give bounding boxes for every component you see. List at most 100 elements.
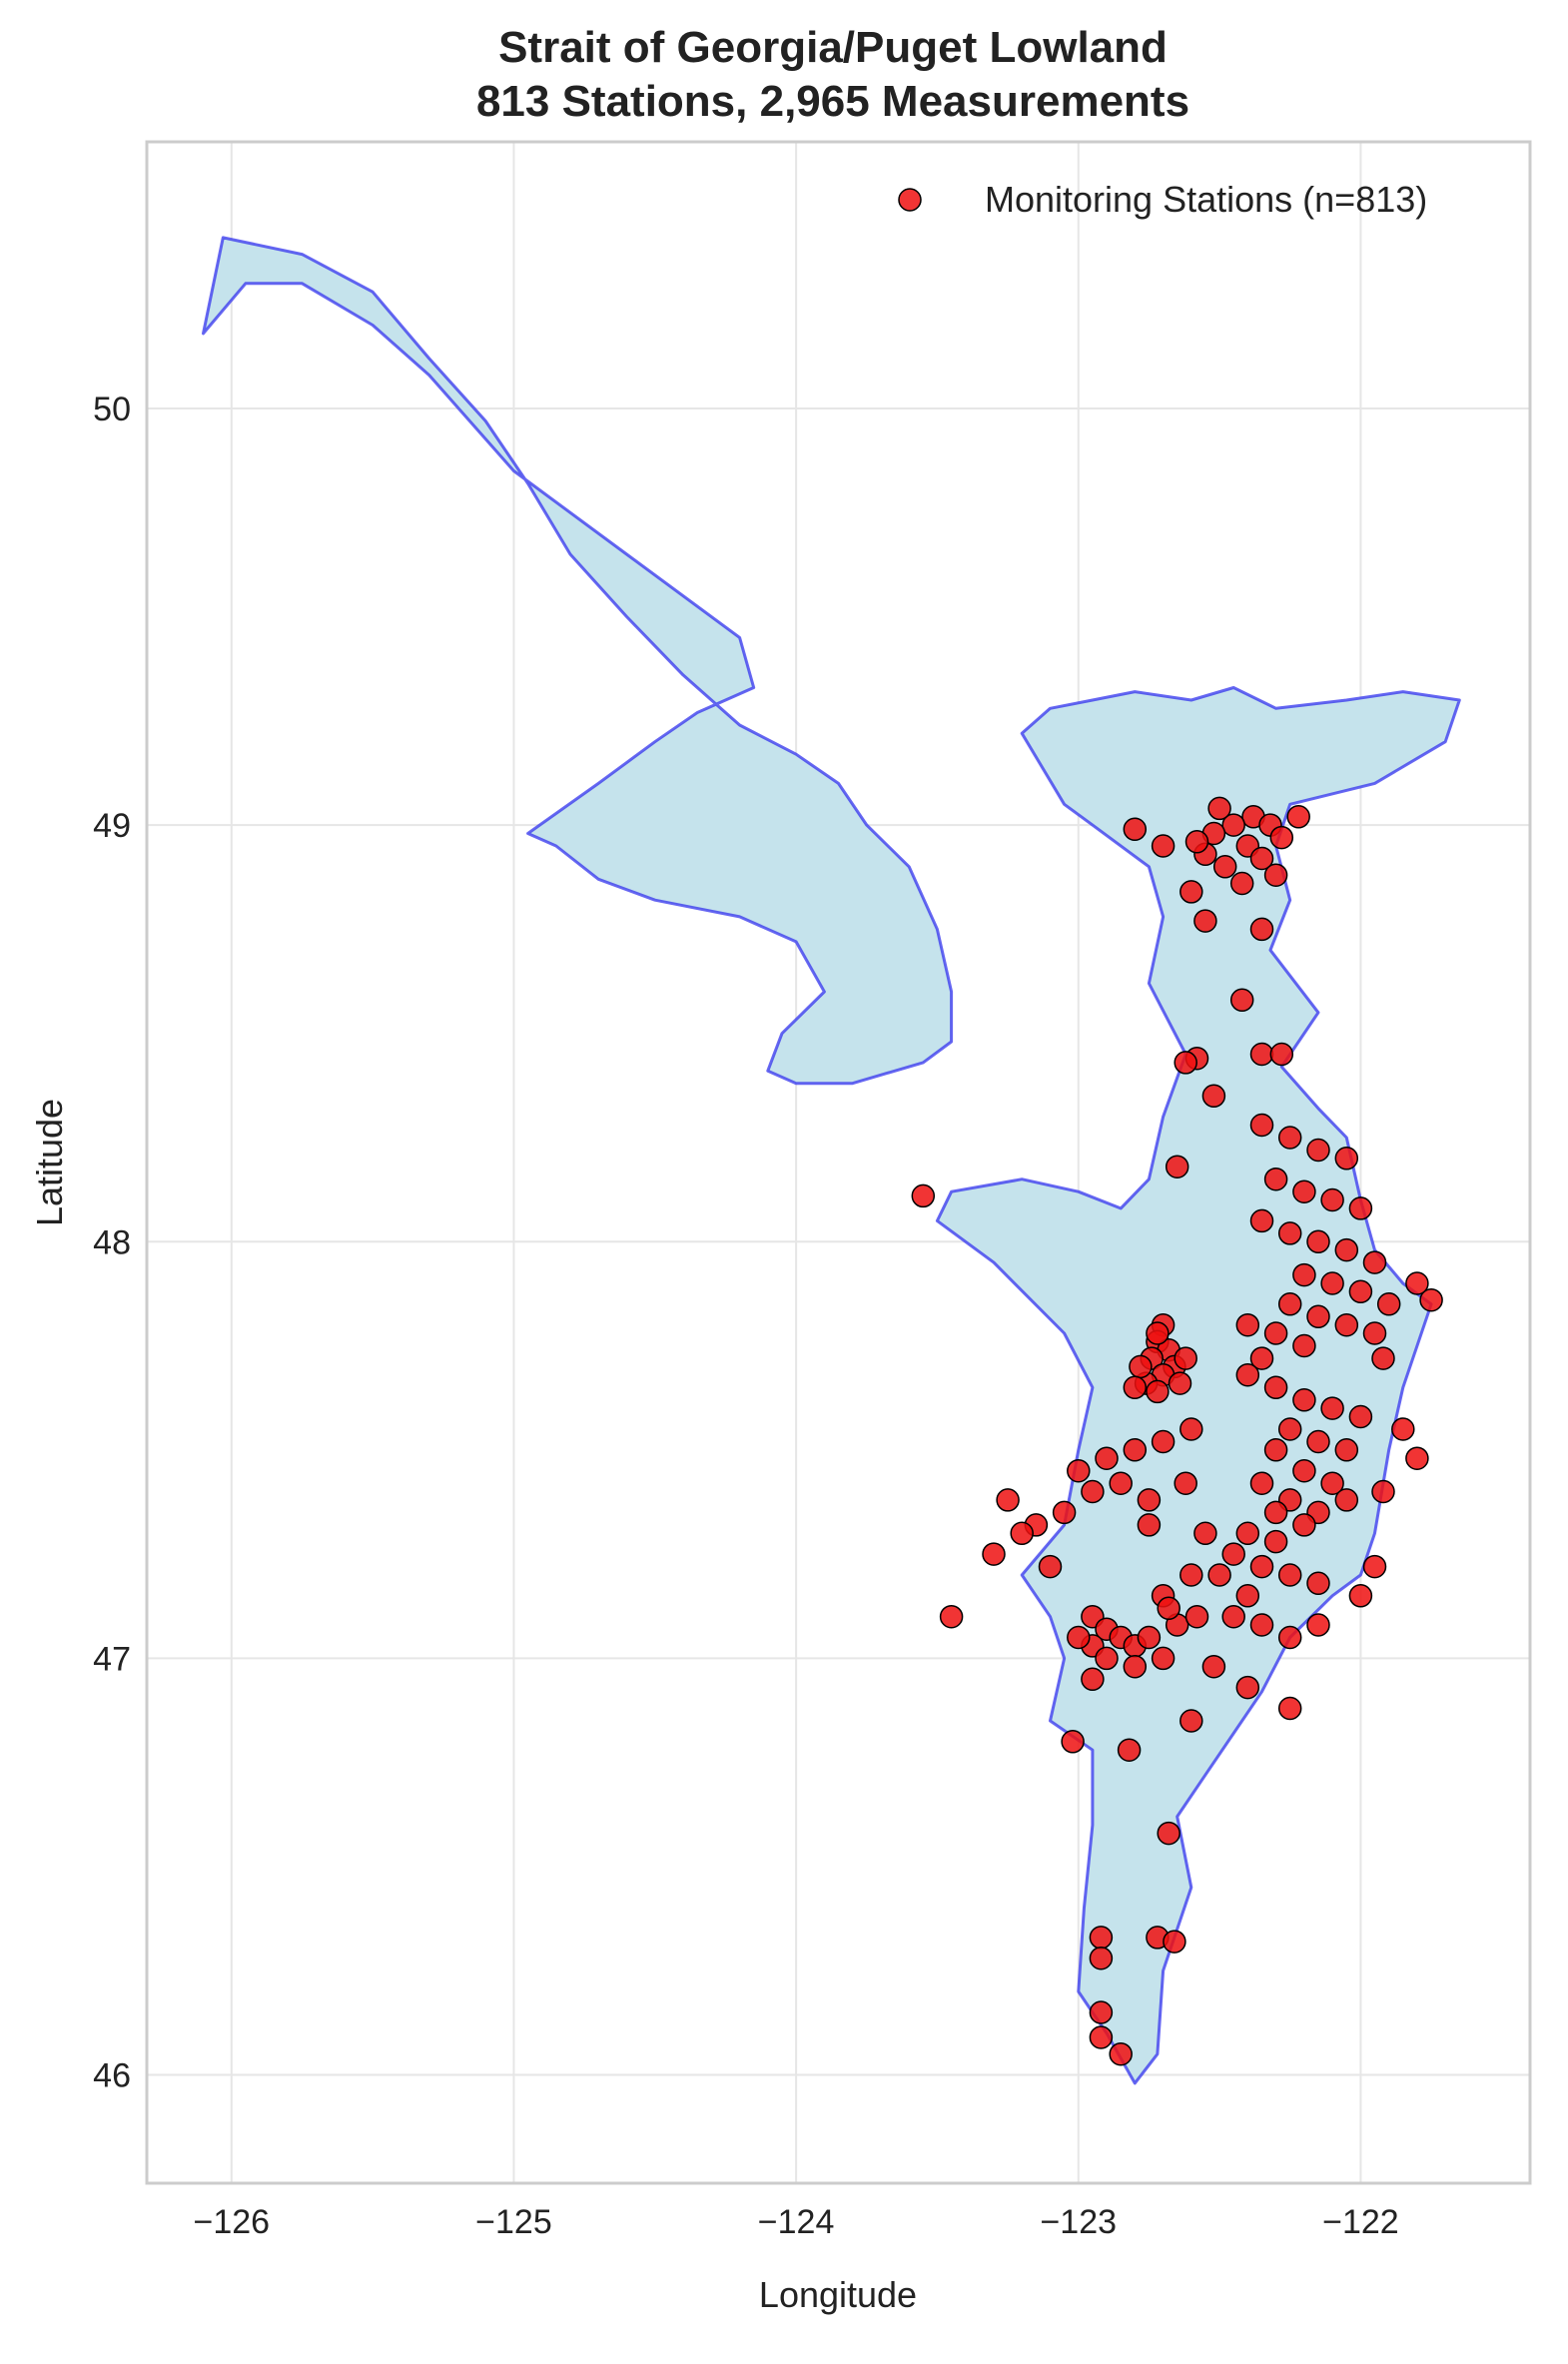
- station-point: [1249, 846, 1274, 871]
- station-point: [1179, 1709, 1203, 1733]
- station-point: [1249, 917, 1274, 942]
- station-point: [1151, 1646, 1176, 1671]
- station-point: [1249, 1208, 1274, 1233]
- station-point: [1269, 1042, 1294, 1067]
- station-point: [1157, 1821, 1180, 1846]
- station-point: [1010, 1521, 1034, 1546]
- station-point: [1235, 1312, 1260, 1337]
- station-point: [1193, 1521, 1217, 1546]
- station-point: [1277, 1696, 1302, 1721]
- station-point: [1292, 1458, 1316, 1483]
- station-point: [1165, 1155, 1189, 1179]
- station-point: [1221, 813, 1245, 837]
- station-point: [1249, 1554, 1274, 1579]
- station-point: [1371, 1479, 1395, 1504]
- station-point: [1081, 1667, 1105, 1692]
- station-point: [1137, 1625, 1162, 1650]
- station-point: [1348, 1404, 1373, 1429]
- station-point: [1334, 1488, 1359, 1512]
- station-point: [1362, 1250, 1387, 1274]
- station-point: [1123, 817, 1148, 842]
- station-point: [1306, 1571, 1330, 1596]
- station-point: [1269, 825, 1294, 850]
- station-point: [1348, 1196, 1373, 1220]
- station-point: [1163, 1930, 1186, 1954]
- station-point: [1405, 1446, 1429, 1470]
- chart-subtitle: 813 Stations, 2,965 Measurements: [476, 77, 1189, 126]
- station-point: [1123, 1438, 1148, 1462]
- y-tick-label: 50: [93, 391, 131, 428]
- station-point: [1184, 830, 1209, 854]
- station-point: [1263, 1321, 1288, 1345]
- station-point: [1089, 1946, 1114, 1970]
- station-point: [1263, 1529, 1288, 1554]
- station-point: [1137, 1488, 1162, 1512]
- x-tick-label: −122: [1322, 2203, 1399, 2241]
- station-point: [1292, 1333, 1316, 1358]
- station-point: [1292, 1513, 1316, 1537]
- station-point: [1277, 1417, 1302, 1441]
- station-point: [1157, 1596, 1180, 1621]
- station-point: [1052, 1500, 1077, 1525]
- station-point: [1038, 1554, 1063, 1579]
- station-point: [1277, 1563, 1302, 1587]
- station-point: [1371, 1346, 1395, 1370]
- station-point: [1263, 863, 1288, 887]
- y-tick-label: 47: [93, 1640, 131, 1678]
- legend-label: Monitoring Stations (n=813): [985, 179, 1427, 220]
- station-point: [1306, 1138, 1330, 1163]
- station-point: [1067, 1625, 1091, 1650]
- station-point: [1089, 2000, 1114, 2024]
- station-point: [1292, 1388, 1316, 1412]
- station-point: [1061, 1730, 1085, 1754]
- station-point: [1151, 834, 1176, 858]
- station-point: [1067, 1458, 1091, 1483]
- station-point: [1168, 1371, 1192, 1395]
- station-point: [1277, 1625, 1302, 1650]
- station-point: [1235, 1584, 1260, 1608]
- station-point: [1263, 1375, 1288, 1400]
- station-point: [1174, 1346, 1197, 1370]
- station-point: [1235, 1521, 1260, 1546]
- station-point: [1207, 796, 1231, 821]
- station-point: [1334, 1312, 1359, 1337]
- station-point: [1109, 2041, 1133, 2066]
- station-point: [1201, 1084, 1226, 1109]
- station-point: [1174, 1051, 1197, 1075]
- station-point: [1179, 1563, 1203, 1587]
- station-point: [1277, 1126, 1302, 1150]
- station-point: [1201, 1654, 1226, 1679]
- station-point: [1137, 1513, 1162, 1537]
- station-point: [1081, 1479, 1105, 1504]
- station-point: [1089, 1926, 1114, 1950]
- x-tick-label: −124: [758, 2203, 835, 2241]
- station-point: [1286, 805, 1310, 829]
- station-point: [1277, 1292, 1302, 1316]
- station-point: [1249, 1613, 1274, 1637]
- station-point: [1249, 1042, 1274, 1067]
- station-point: [1320, 1271, 1344, 1295]
- station-point: [1334, 1147, 1359, 1171]
- island-landmass: [202, 236, 954, 1086]
- station-point: [1334, 1237, 1359, 1262]
- station-point: [1263, 1438, 1288, 1462]
- station-point: [982, 1542, 1006, 1566]
- station-point: [1117, 1738, 1142, 1762]
- station-point: [1174, 1471, 1197, 1495]
- station-point: [1249, 1346, 1274, 1370]
- station-point: [1151, 1429, 1176, 1454]
- station-point: [1263, 1167, 1288, 1191]
- station-point: [1095, 1646, 1119, 1671]
- station-point: [1229, 871, 1254, 896]
- y-tick-label: 49: [93, 807, 131, 845]
- station-point: [1235, 1362, 1260, 1387]
- station-point: [1235, 1675, 1260, 1700]
- x-tick-label: −126: [193, 2203, 270, 2241]
- station-point: [1193, 909, 1217, 933]
- y-axis-ticks: 46 47 48 49 50: [93, 391, 131, 2095]
- station-point: [1123, 1654, 1148, 1679]
- station-point: [1320, 1187, 1344, 1212]
- station-point: [1419, 1287, 1443, 1312]
- station-point: [1146, 1379, 1170, 1404]
- station-point: [1292, 1180, 1316, 1203]
